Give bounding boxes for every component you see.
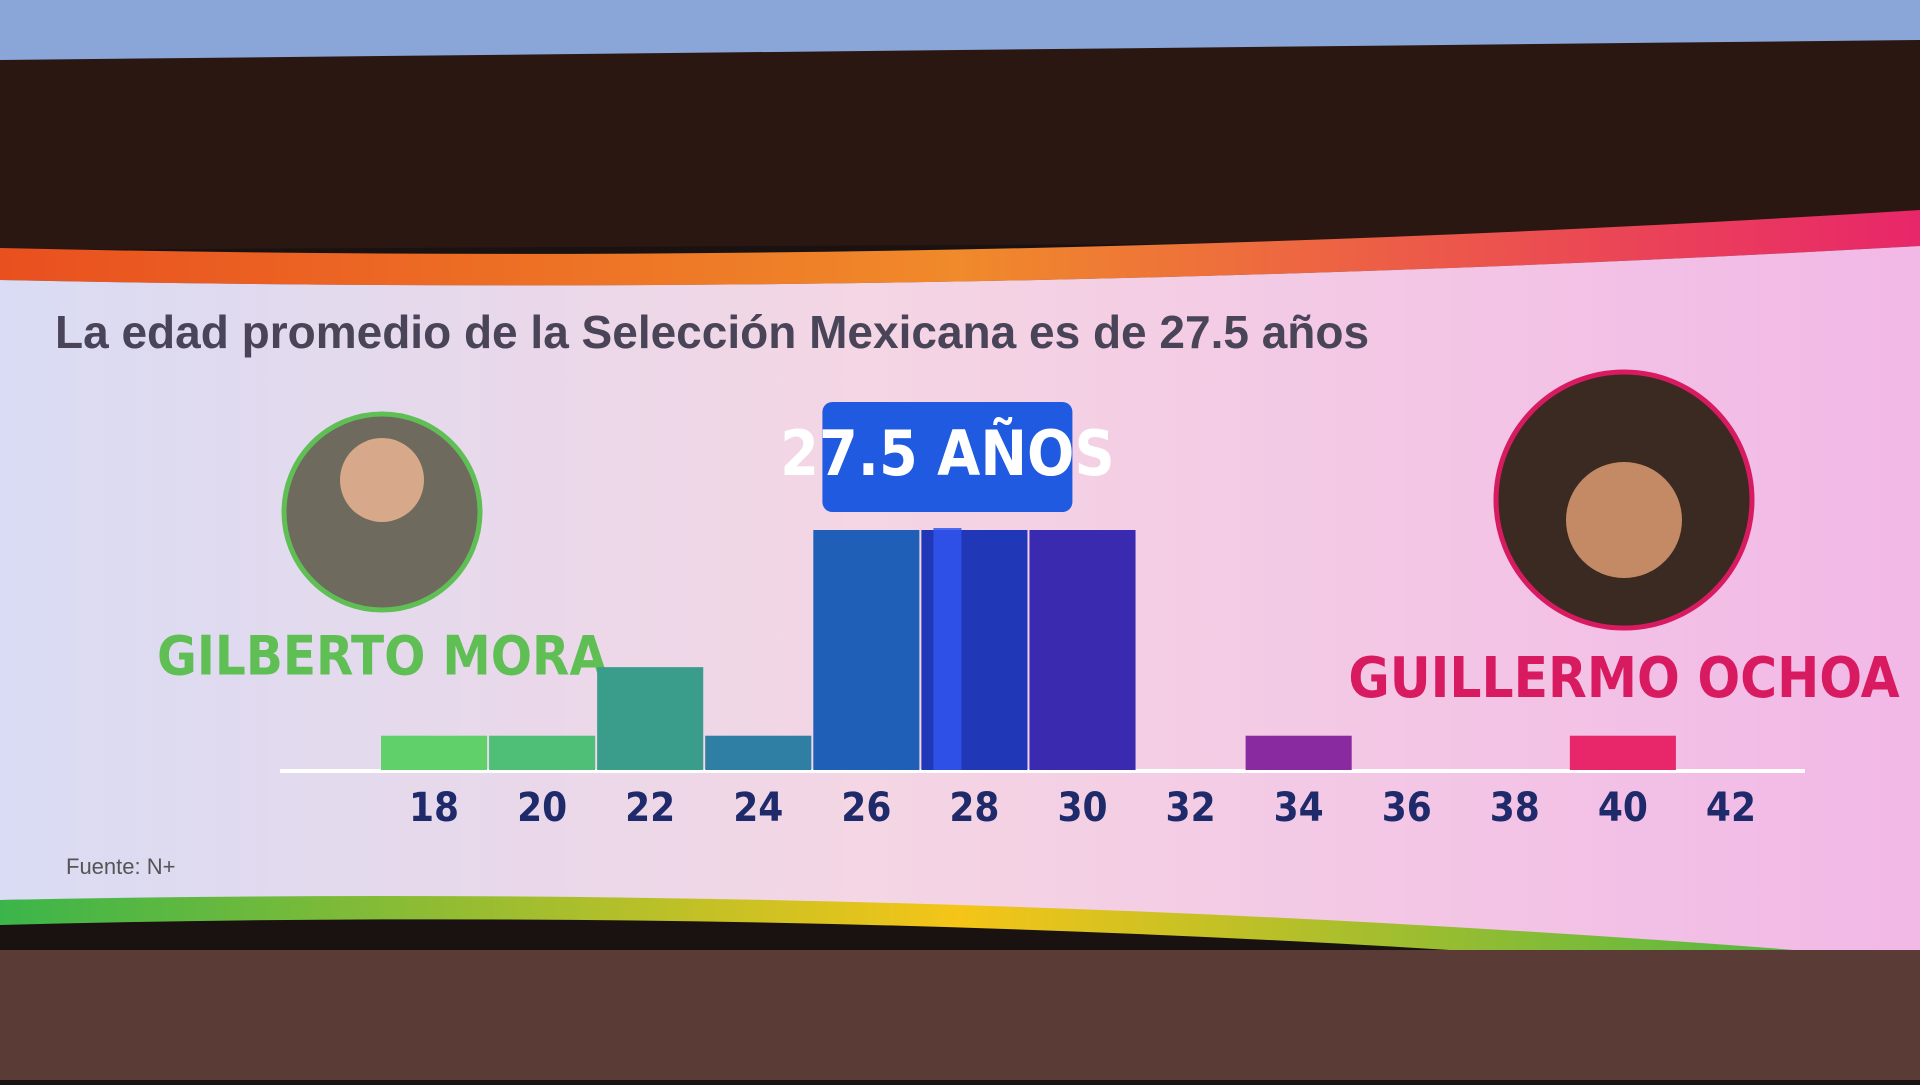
mean-label: 27.5 AÑOS [780,417,1114,490]
x-tick-label: 30 [1057,785,1107,831]
x-tick-label: 38 [1490,785,1540,831]
x-tick-label: 42 [1706,785,1756,831]
bar [1245,735,1352,770]
x-tick-label: 32 [1166,785,1216,831]
x-tick-label: 36 [1382,785,1432,831]
x-tick-label: 34 [1274,785,1324,831]
player-name: GILBERTO MORA [157,625,607,688]
bar [705,735,812,770]
x-tick-label: 18 [409,785,459,831]
player-face [1566,462,1682,578]
studio-wall [0,40,1920,250]
player-name: GUILLERMO OCHOA [1348,646,1899,711]
mean-badge [822,402,1073,512]
bar [1569,735,1676,770]
bar [813,530,920,770]
chart-title: La edad promedio de la Selección Mexican… [55,306,1369,358]
screen-bottom-band [0,896,1920,985]
x-tick-label: 24 [733,785,783,831]
screen-top-band [0,210,1920,286]
mean-line [933,528,962,770]
x-tick-label: 20 [517,785,567,831]
floor [0,950,1920,1080]
x-tick-label: 26 [841,785,891,831]
bar [489,735,596,770]
player-face [340,438,424,522]
x-tick-label: 22 [625,785,675,831]
bar [1029,530,1136,770]
x-tick-label: 40 [1598,785,1648,831]
bar [381,735,488,770]
x-tick-label: 28 [949,785,999,831]
bar [597,667,704,770]
source-note: Fuente: N+ [66,854,175,879]
